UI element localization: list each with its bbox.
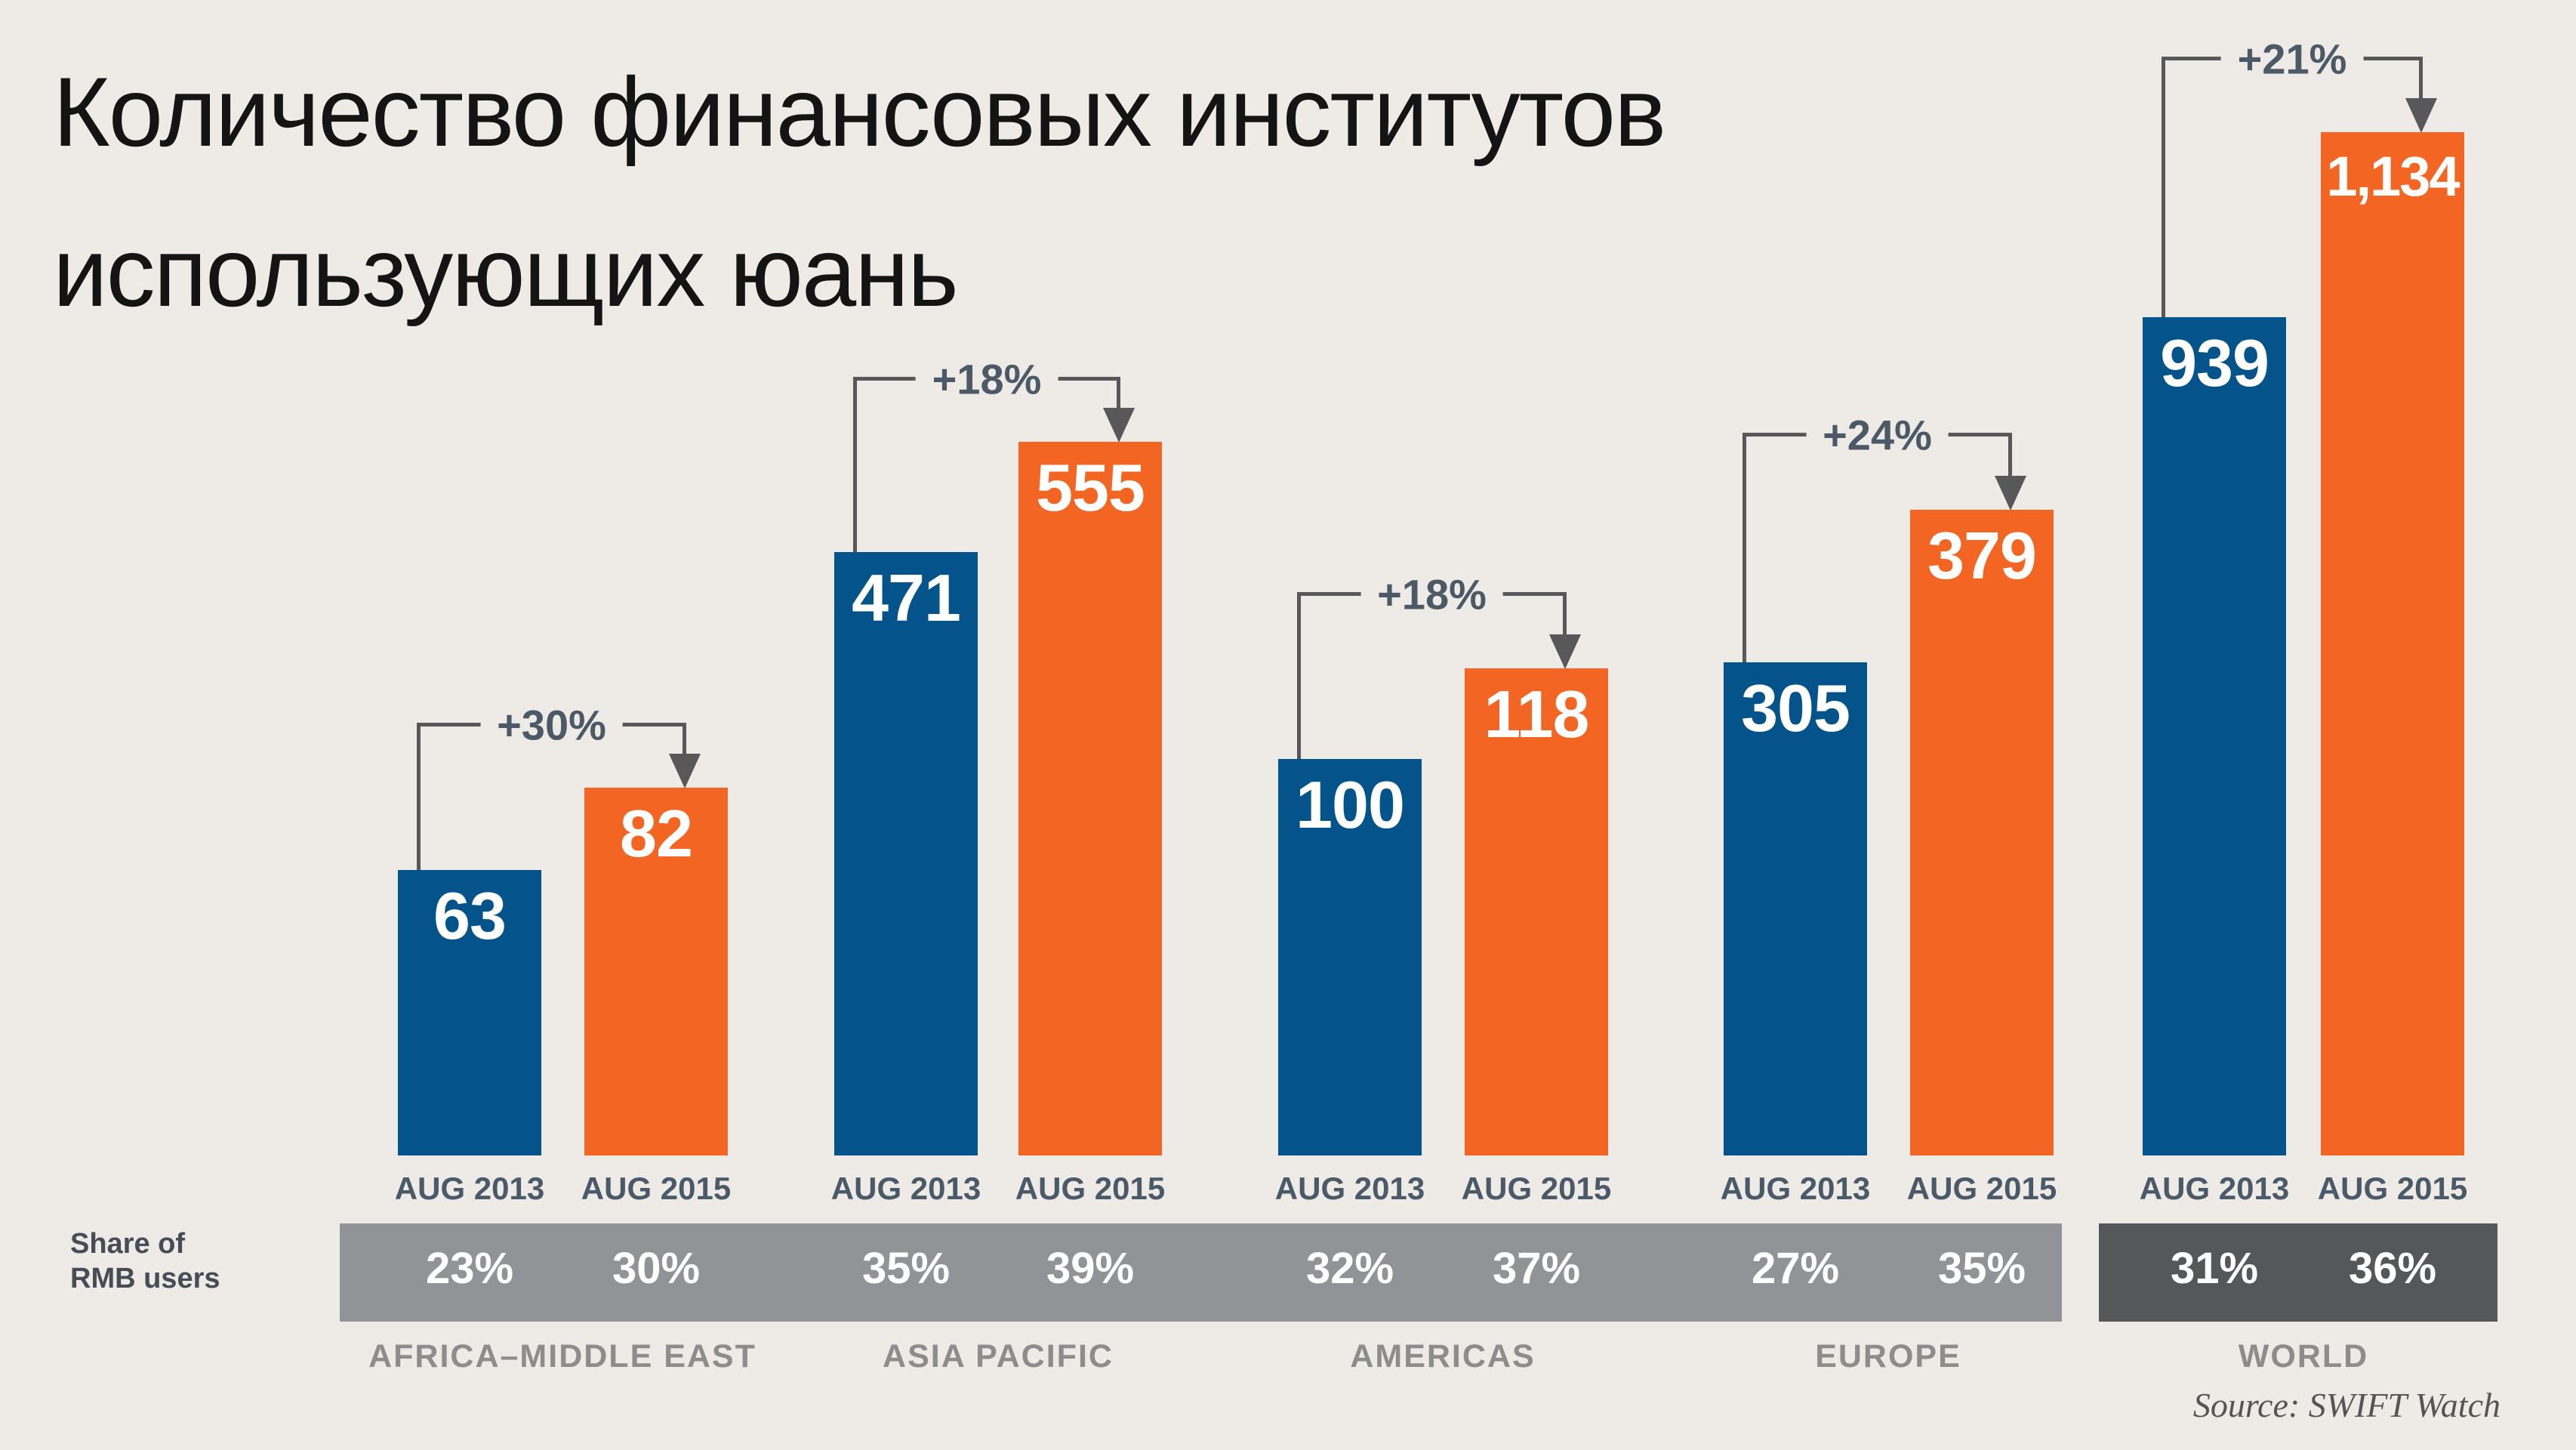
bar-aug-2015: 555: [1018, 442, 1162, 1155]
bar-value: 1,134: [2326, 145, 2460, 208]
bracket-right-leg: [2419, 57, 2423, 98]
bar-value: 471: [852, 560, 961, 635]
chart-title-line-1: Количество финансовых институтов: [53, 57, 1666, 167]
share-band-regions: [340, 1223, 2062, 1322]
bar-value: 305: [1741, 671, 1850, 745]
share-value-2013: 23%: [425, 1244, 514, 1293]
year-label-2015: AUG 2015: [2317, 1171, 2468, 1206]
share-value-2013: 32%: [1305, 1244, 1394, 1293]
bar-aug-2015: 118: [1465, 668, 1608, 1155]
share-value-2015: 35%: [1937, 1244, 2026, 1293]
arrow-down-icon: [1549, 634, 1581, 669]
bracket-left-leg: [853, 377, 857, 552]
bar-value: 118: [1484, 677, 1590, 751]
bar-aug-2013: 100: [1278, 759, 1422, 1155]
share-value-2015: 30%: [612, 1244, 701, 1293]
share-band-world: [2099, 1223, 2497, 1322]
region-label: AMERICAS: [1350, 1338, 1536, 1374]
growth-label: +21%: [2220, 34, 2364, 84]
year-label-2013: AUG 2013: [2139, 1171, 2290, 1206]
year-label-2013: AUG 2013: [394, 1171, 545, 1206]
bar-aug-2013: 471: [834, 552, 978, 1155]
growth-label: +24%: [1806, 410, 1949, 460]
year-label-2013: AUG 2013: [1720, 1171, 1871, 1206]
year-label-2013: AUG 2013: [1274, 1171, 1425, 1206]
share-value-2015: 37%: [1492, 1244, 1581, 1293]
growth-label: +18%: [915, 354, 1058, 404]
bracket-right-leg: [2008, 433, 2012, 476]
bar-aug-2015: 1,134: [2321, 132, 2464, 1155]
bracket-left-leg: [1742, 433, 1746, 662]
share-value-2015: 39%: [1046, 1244, 1135, 1293]
year-label-2015: AUG 2015: [1461, 1171, 1612, 1206]
bar-aug-2013: 63: [398, 870, 541, 1155]
arrow-down-icon: [1103, 408, 1135, 443]
share-value-2013: 35%: [861, 1244, 951, 1293]
bracket-left-leg: [2162, 57, 2165, 317]
chart-title: Количество финансовых институтов использ…: [53, 32, 1666, 352]
year-label-2015: AUG 2015: [1906, 1171, 2057, 1206]
share-caption-line-2: RMB users: [70, 1263, 220, 1294]
bar-value: 82: [620, 796, 693, 871]
bar-value: 63: [433, 878, 507, 953]
bar-value: 100: [1296, 767, 1405, 842]
bracket-right-leg: [683, 723, 686, 754]
share-value-2015: 36%: [2348, 1244, 2437, 1293]
region-label: WORLD: [2238, 1338, 2369, 1374]
growth-label: +30%: [480, 700, 623, 750]
region-label: ASIA PACIFIC: [883, 1338, 1114, 1374]
bar-aug-2015: 379: [1910, 510, 2054, 1155]
bracket-left-leg: [417, 723, 421, 870]
region-label: EUROPE: [1815, 1338, 1961, 1374]
bracket-left-leg: [1297, 592, 1301, 759]
year-label-2015: AUG 2015: [581, 1171, 732, 1206]
bar-value: 555: [1036, 450, 1145, 525]
bracket-right-leg: [1563, 592, 1567, 634]
share-of-rmb-users-caption: Share of RMB users: [70, 1226, 220, 1296]
arrow-down-icon: [669, 754, 701, 788]
bracket-right-leg: [1117, 377, 1120, 408]
source-credit: Source: SWIFT Watch: [2192, 1386, 2501, 1424]
year-label-2015: AUG 2015: [1015, 1171, 1166, 1206]
bar-value: 939: [2160, 325, 2269, 400]
arrow-down-icon: [1995, 476, 2026, 511]
share-value-2013: 27%: [1751, 1244, 1840, 1293]
arrow-down-icon: [2405, 98, 2437, 133]
bar-aug-2013: 939: [2143, 317, 2286, 1155]
year-label-2013: AUG 2013: [830, 1171, 981, 1206]
region-label: AFRICA–MIDDLE EAST: [368, 1338, 756, 1374]
bar-aug-2013: 305: [1724, 662, 1867, 1155]
share-caption-line-1: Share of: [70, 1228, 186, 1260]
growth-label: +18%: [1360, 569, 1503, 619]
bar-value: 379: [1927, 518, 2037, 593]
share-value-2013: 31%: [2170, 1244, 2259, 1293]
chart-title-line-2: использующих юань: [53, 217, 959, 327]
bar-aug-2015: 82: [584, 788, 728, 1155]
